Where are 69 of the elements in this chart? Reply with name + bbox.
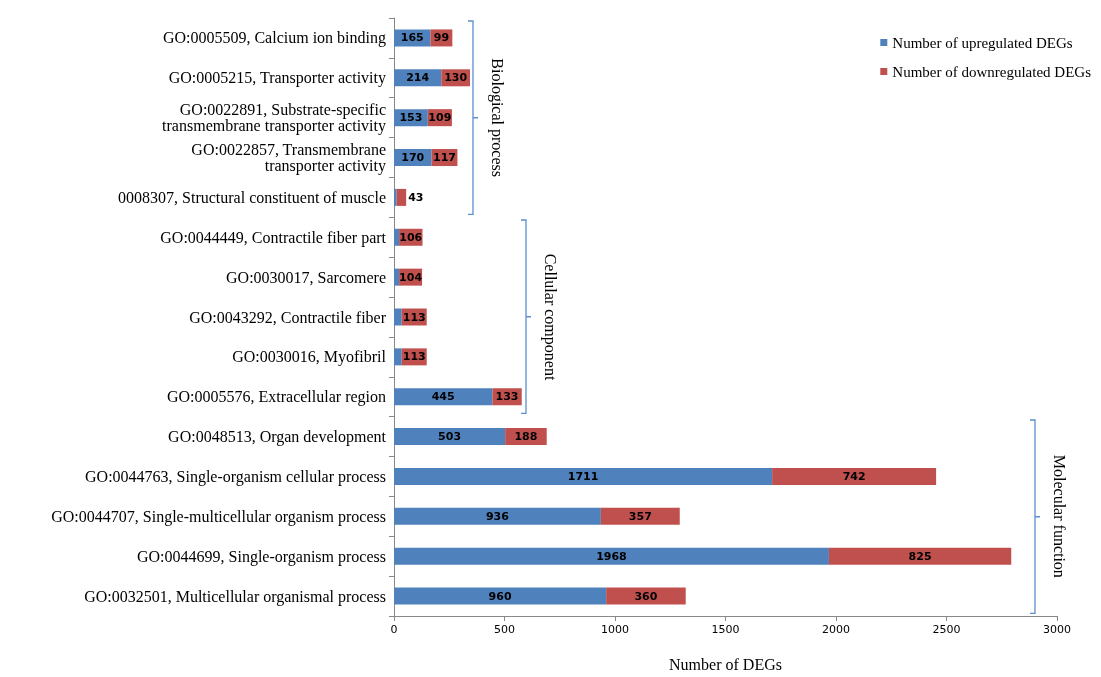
data-label: 170 (401, 151, 425, 165)
data-label: 960 (488, 589, 512, 603)
data-label: 360 (634, 589, 658, 603)
bar (394, 428, 506, 446)
y-tick-label: GO:0005509, Calcium ion binding (162, 29, 386, 48)
data-label: 445 (431, 390, 455, 404)
x-tick-label: 500 (494, 623, 515, 636)
bar (394, 308, 402, 326)
data-label: 43 (408, 190, 424, 204)
data-label: 104 (399, 270, 423, 284)
y-tick-label: GO:0032501, Multicellular organismal process (84, 587, 386, 606)
data-label: 113 (402, 350, 426, 364)
y-tick-label: GO:0022891, Substrate-specific transmembrane transporter activity (162, 101, 386, 136)
y-tick-label: GO:0030017, Sarcomere (226, 268, 386, 286)
data-label: 109 (428, 111, 452, 125)
bar (394, 188, 397, 206)
annotation: Molecular function (1050, 454, 1068, 578)
x-tick-label: 3000 (1043, 623, 1071, 636)
x-tick-label: 1500 (711, 623, 740, 636)
data-label: 133 (495, 390, 519, 404)
y-tick-label: GO:0005215, Transporter activity (168, 69, 386, 88)
y-tick-label: GO:0044699, Single-organism process (136, 547, 386, 566)
x-tick-label: 0 (390, 623, 398, 636)
x-tick-label: 1000 (601, 623, 629, 636)
data-label: 357 (628, 509, 652, 523)
data-label: 117 (433, 151, 456, 165)
y-tick-label: 0008307, Structural constituent of muscle (118, 188, 386, 206)
bar (394, 388, 493, 406)
bar (394, 507, 601, 525)
y-tick-label: GO:0048513, Organ development (168, 428, 387, 447)
data-label: 742 (842, 469, 866, 483)
data-label: 153 (399, 111, 423, 125)
data-label: 113 (402, 310, 426, 324)
data-label: 99 (433, 31, 450, 45)
data-label: 214 (406, 71, 430, 85)
data-label: 1968 (596, 549, 627, 563)
y-tick-label: GO:0044449, Contractile fiber part (160, 228, 387, 247)
bar (772, 467, 937, 485)
data-label: 106 (399, 230, 423, 244)
x-tick-label: 2000 (822, 623, 850, 636)
data-label: 936 (485, 509, 510, 523)
data-label: 503 (438, 430, 462, 444)
data-label: 188 (514, 430, 538, 444)
legend-label: Number of upregulated DEGs (892, 34, 1073, 51)
bar (396, 188, 407, 206)
data-label: 165 (400, 31, 424, 45)
bar (394, 268, 400, 286)
bar (394, 348, 402, 366)
bar (394, 547, 829, 565)
bar (394, 587, 607, 605)
data-label: 1711 (567, 469, 599, 483)
annotation: Biological process (487, 58, 506, 177)
y-tick-label: GO:0005576, Extracellular region (166, 388, 386, 407)
legend-label: Number of downregulated DEGs (892, 63, 1092, 80)
annotation: Cellular component (540, 253, 559, 381)
bar (828, 547, 1012, 565)
bar (394, 228, 400, 246)
x-tick-label: 2500 (932, 623, 961, 636)
y-tick-label: GO:0044707, Single-multicellular organism process (51, 507, 386, 526)
bar (394, 467, 773, 485)
data-label: 825 (908, 549, 932, 563)
x-axis-title: Number of DEGs (669, 655, 782, 673)
bar (600, 507, 680, 525)
y-tick-label: GO:0044763, Single-organism cellular process (85, 467, 386, 486)
y-tick-label: GO:0030016, Myofibril (232, 348, 387, 367)
data-label: 130 (444, 71, 468, 85)
bar (606, 587, 686, 605)
y-tick-label: GO:0043292, Contractile fiber (189, 308, 387, 326)
y-tick-label: GO:0022857, Transmembrane transporter activity (191, 141, 386, 176)
